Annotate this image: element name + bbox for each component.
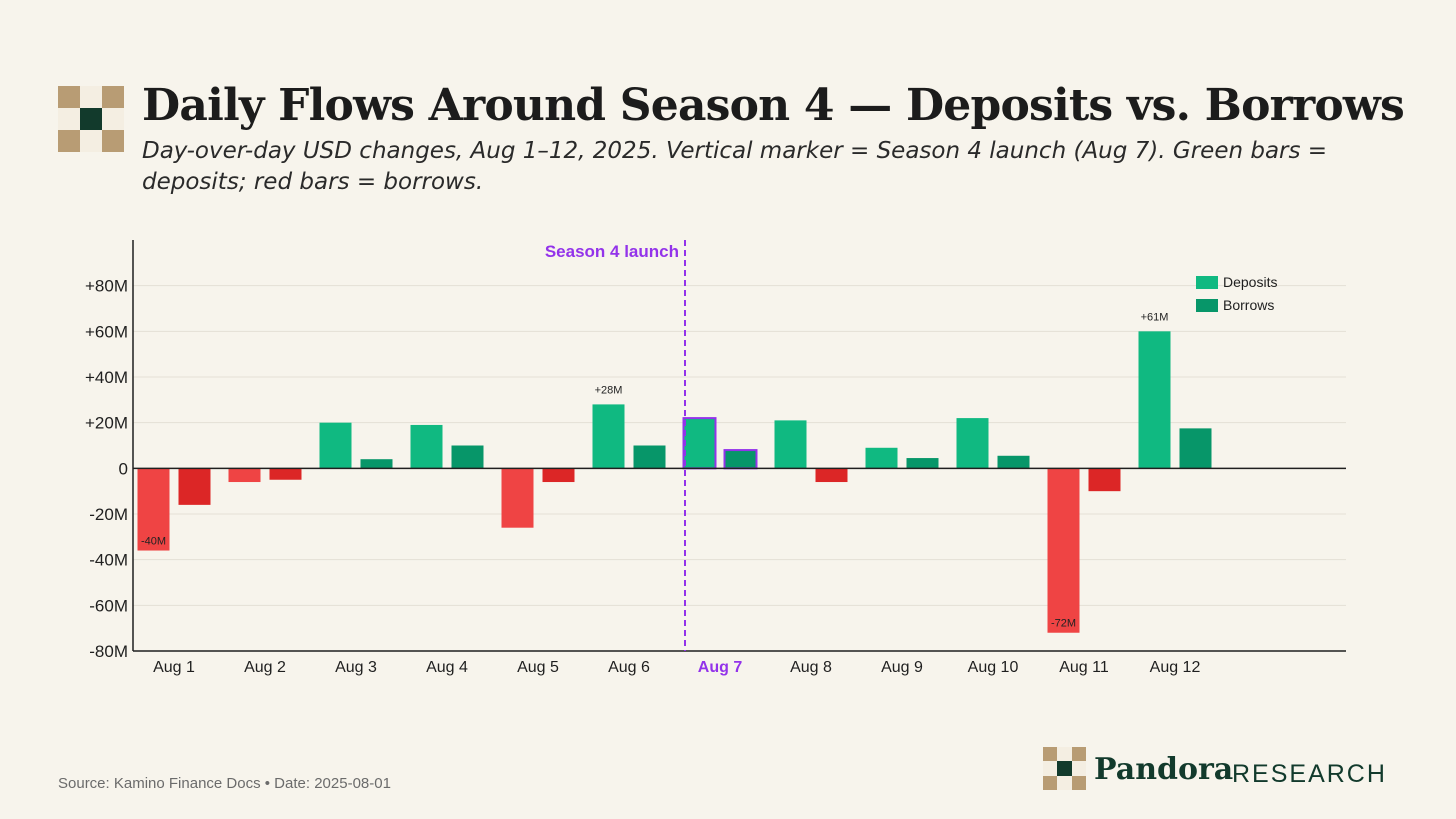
borrow-bar-aug-7 [723, 449, 758, 470]
deposit-bar-aug-3 [319, 422, 352, 469]
chart-subtitle: Day-over-day USD changes, Aug 1–12, 2025… [142, 138, 1328, 195]
borrow-bar-aug-4 [451, 445, 484, 469]
y-tick-label: +60M [85, 322, 128, 341]
y-tick-label: -60M [89, 596, 128, 615]
x-tick-label: Aug 8 [790, 659, 832, 676]
y-tick-label: +80M [85, 277, 128, 296]
data-label: -72M [1051, 618, 1076, 630]
borrow-bar-aug-1 [178, 468, 211, 505]
deposit-bar-aug-5 [501, 468, 534, 528]
x-tick-label: Aug 10 [968, 659, 1019, 676]
season-marker-label: Season 4 launch [545, 242, 679, 261]
legend-label-deposits: Deposits [1223, 274, 1277, 290]
legend: Deposits Borrows [1196, 274, 1277, 313]
borrow-bar-aug-6 [633, 445, 666, 469]
deposit-bar-aug-12 [1138, 331, 1171, 469]
y-tick-label: +40M [85, 368, 128, 387]
labels: -80M -60M -40M -20M 0 +20M +40M +60M +80M Aug 1 Au… [85, 277, 1200, 676]
deposit-bar-aug-8 [774, 420, 807, 469]
deposit-bar-aug-11 [1047, 468, 1080, 633]
x-tick-label: Aug 6 [608, 659, 650, 676]
data-label: +28M [595, 384, 623, 396]
bars [137, 331, 1212, 633]
borrow-bar-aug-3 [360, 459, 393, 469]
borrow-bar-aug-8 [815, 468, 848, 483]
chart-title: Daily Flows Around Season 4 — Deposits v… [142, 80, 1405, 131]
legend-swatch-borrows [1196, 299, 1218, 312]
axes [132, 240, 1346, 652]
brand-name: Pandora [1094, 752, 1234, 787]
x-tick-label: Aug 7 [698, 659, 743, 676]
deposit-bar-aug-9 [865, 447, 898, 469]
source-note: Source: Kamino Finance Docs • Date: 2025… [58, 775, 391, 792]
data-label: -40M [141, 536, 166, 548]
deposit-bar-aug-6 [592, 404, 625, 469]
y-tick-label: +20M [85, 414, 128, 433]
pandora-logo-icon [58, 86, 124, 152]
legend-label-borrows: Borrows [1223, 297, 1274, 313]
legend-swatch-deposits [1196, 276, 1218, 289]
deposit-bar-aug-1 [137, 468, 170, 551]
brand-subtitle: RESEARCH [1232, 760, 1387, 788]
season-marker: Season 4 launch [545, 240, 686, 651]
data-label: +61M [1141, 311, 1169, 323]
borrow-bar-aug-5 [542, 468, 575, 483]
y-tick-label: 0 [119, 459, 128, 478]
borrow-bar-aug-12 [1179, 428, 1212, 469]
y-tick-label: -40M [89, 551, 128, 570]
borrow-bar-aug-10 [997, 455, 1030, 469]
deposit-bar-aug-4 [410, 424, 443, 469]
x-tick-label: Aug 2 [244, 659, 286, 676]
borrow-bar-aug-2 [269, 468, 302, 480]
y-tick-label: -80M [89, 642, 128, 661]
x-tick-label: Aug 12 [1150, 659, 1201, 676]
x-tick-label: Aug 1 [153, 659, 195, 676]
deposit-bar-aug-7 [682, 417, 717, 470]
x-tick-label: Aug 4 [426, 659, 468, 676]
x-tick-label: Aug 5 [517, 659, 559, 676]
pandora-footer-logo-icon [1043, 747, 1086, 790]
x-tick-label: Aug 11 [1059, 659, 1109, 676]
borrow-bar-aug-9 [906, 458, 939, 469]
x-tick-label: Aug 9 [881, 659, 923, 676]
deposit-bar-aug-10 [956, 418, 989, 469]
borrow-bar-aug-11 [1088, 468, 1121, 492]
y-tick-label: -20M [89, 505, 128, 524]
x-tick-label: Aug 3 [335, 659, 377, 676]
deposit-bar-aug-2 [228, 468, 261, 483]
